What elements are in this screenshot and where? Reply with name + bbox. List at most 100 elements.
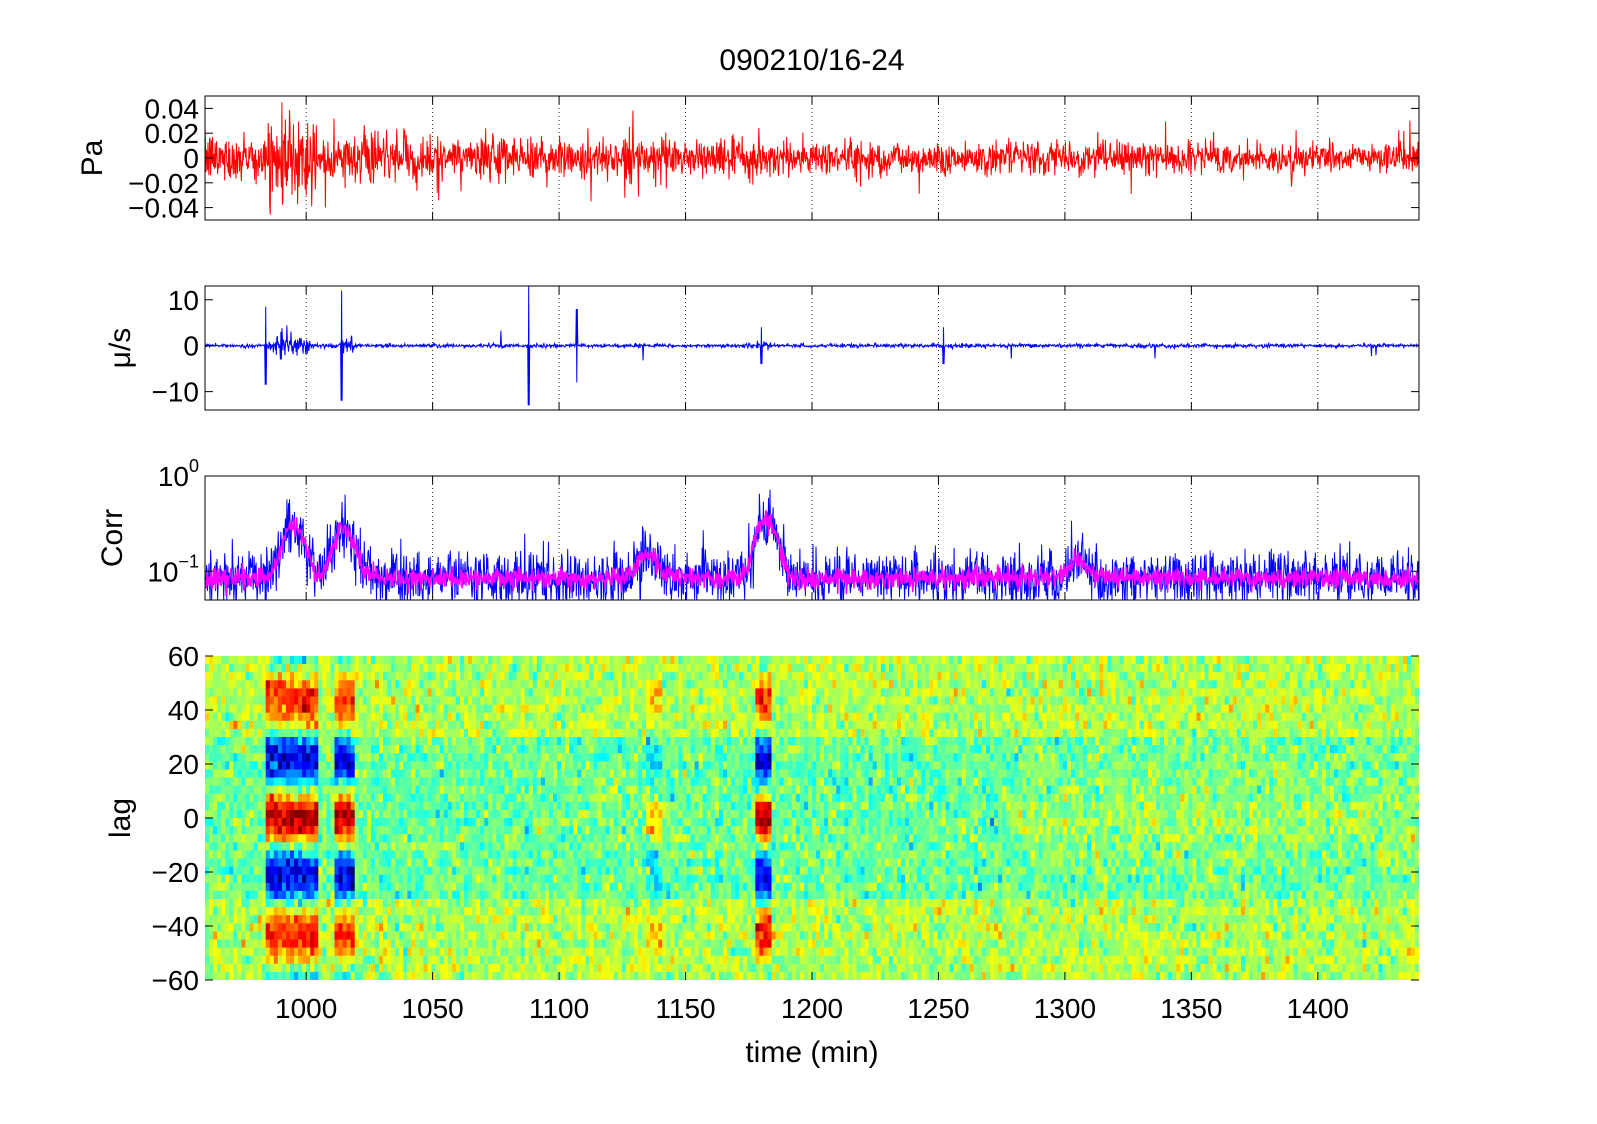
heatmap-cell [605,753,611,762]
heatmap-cell [463,882,469,892]
heatmap-cell [383,899,388,908]
heatmap-cell [642,890,647,900]
heatmap-cell [617,947,623,957]
heatmap-cell [674,842,680,851]
heatmap-cell [285,745,291,754]
heatmap-cell [342,777,348,787]
heatmap-cell [391,720,396,730]
heatmap-cell [443,939,449,949]
heatmap-cell [690,785,696,795]
heatmap-cell [269,842,275,851]
heatmap-cell [654,688,659,698]
heatmap-cell [205,761,210,770]
heatmap-cell [269,890,275,900]
heatmap-cell [221,882,226,892]
heatmap-cell [273,801,279,811]
heatmap-cell [273,712,279,722]
heatmap-cell [387,858,392,868]
heatmap-cell [383,745,388,754]
heatmap-cell [569,753,574,762]
heatmap-cell [516,971,522,980]
heatmap-cell [245,826,251,835]
heatmap-cell [484,890,489,900]
heatmap-cell [358,664,364,673]
heatmap-cell [427,874,433,884]
heatmap-cell [387,712,392,722]
heatmap-cell [253,858,259,868]
heatmap-cell [350,890,356,900]
heatmap-cell [298,947,303,957]
heatmap-cell [455,834,461,843]
heatmap-cell [520,890,526,900]
heatmap-cell [508,737,514,746]
heatmap-cell [573,720,578,730]
heatmap-cell [561,672,566,681]
heatmap-cell [613,672,619,681]
heatmap-cell [472,785,477,795]
heatmap-cell [407,769,412,779]
heatmap-cell [646,874,651,884]
heatmap-cell [277,850,283,860]
heatmap-cell [459,882,465,892]
heatmap-cell [585,769,591,779]
heatmap-cell [488,680,493,689]
heatmap-cell [666,842,671,851]
heatmap-cell [213,931,218,941]
heatmap-cell [463,704,469,714]
heatmap-cell [391,931,396,941]
heatmap-cell [289,656,295,665]
heatmap-cell [334,745,340,754]
heatmap-cell [642,777,647,787]
heatmap-cell [306,915,311,924]
heatmap-cell [322,842,327,851]
heatmap-cell [277,656,283,665]
heatmap-cell [253,874,259,884]
heatmap-cell [565,720,570,730]
heatmap-cell [633,737,639,746]
heatmap-cell [674,874,680,884]
heatmap-cell [569,931,574,941]
heatmap-cell [682,826,688,835]
heatmap-cell [383,696,388,706]
heatmap-cell [370,696,376,706]
heatmap-cell [488,939,493,949]
heatmap-cell [225,874,230,884]
heatmap-cell [565,761,570,770]
heatmap-cell [666,834,671,843]
heatmap-cell [431,931,437,941]
heatmap-cell [370,656,376,665]
heatmap-cell [605,866,611,876]
heatmap-cell [403,769,408,779]
heatmap-cell [504,818,510,827]
heatmap-cell [690,672,696,681]
heatmap-cell [508,664,514,673]
heatmap-cell [548,809,554,819]
heatmap-cell [330,761,336,770]
heatmap-cell [629,923,635,932]
heatmap-cell [451,688,457,698]
heatmap-cell [225,818,230,827]
heatmap-cell [362,874,368,884]
heatmap-cell [257,688,263,698]
heatmap-cell [237,842,243,851]
heatmap-cell [435,656,441,665]
heatmap-cell [362,672,368,681]
heatmap-cell [334,939,340,949]
heatmap-cell [613,688,619,698]
heatmap-cell [447,899,453,908]
heatmap-cell [273,882,279,892]
heatmap-cell [419,753,425,762]
heatmap-cell [407,672,412,681]
heatmap-cell [459,947,465,957]
heatmap-cell [225,963,230,973]
heatmap-cell [423,720,429,730]
heatmap-cell [306,947,311,957]
heatmap-cell [468,712,473,722]
heatmap-cell [225,923,230,932]
heatmap-cell [637,785,643,795]
heatmap-cell [674,761,680,770]
heatmap-cell [637,688,643,698]
heatmap-cell [451,971,457,980]
heatmap-cell [451,664,457,673]
heatmap-cell [548,737,554,746]
